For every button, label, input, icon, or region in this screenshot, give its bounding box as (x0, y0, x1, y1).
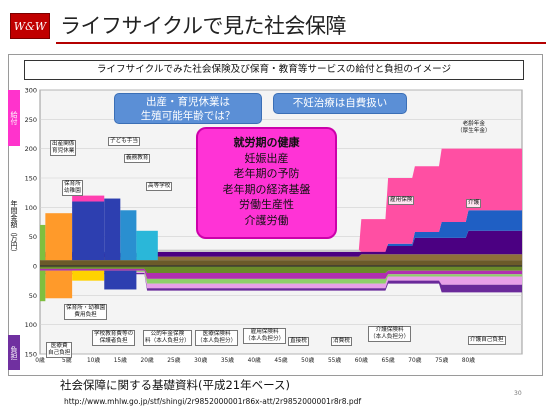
axis-unit: 年間金額（万円） (10, 200, 18, 256)
bar-high-school (120, 210, 137, 261)
slide-title: ライフサイクルで見た社会保障 (60, 14, 346, 38)
health-box-heading: 就労期の健康 (233, 136, 300, 149)
label-maternity: 出産関係 育児休業 (50, 140, 77, 156)
health-box-item: 労働生産性 (239, 198, 294, 211)
y-tick-label: 300 (25, 87, 37, 95)
y-tick-label: 100 (25, 321, 37, 329)
series-pension (40, 148, 522, 252)
x-tick-label: 45歳 (274, 356, 287, 364)
logo: W&W (10, 13, 50, 39)
y-tick-label: 50 (29, 233, 37, 241)
label-employment-insurance: 雇用保険 (388, 196, 415, 205)
bar-high-school-fee (104, 270, 137, 290)
label-high-school: 高等学校 (146, 182, 173, 191)
bar-nursery-fee (45, 270, 73, 299)
label-care: 介護 (466, 199, 482, 208)
label-care-premium: 介護保険料 （本人負担分） (368, 326, 412, 342)
label-school-fee: 学校教育費等の 保護者負担 (92, 330, 136, 346)
x-tick-label: 20歳 (141, 356, 154, 364)
series-tax-burden (40, 266, 522, 274)
bar-nursery (45, 213, 73, 261)
health-box-item: 老年期の経済基盤 (222, 182, 311, 196)
health-box-item: 妊娠出産 (244, 151, 289, 165)
label-medical-premium: 医療保険料 （本人負担分） (195, 330, 239, 346)
y-tick-label: 50 (29, 292, 37, 300)
health-box-item: 介護労働 (244, 213, 289, 227)
x-tick-label: 75歳 (435, 356, 448, 364)
health-box-item: 老年期の予防 (233, 167, 300, 180)
bar-child-allowance (72, 195, 105, 202)
health-box: 就労期の健康 妊娠出産 老年期の予防 老年期の経済基盤 労働生産性 介護労働 (196, 127, 337, 239)
label-nursery-fee: 保育所・幼稚園 費用負担 (64, 304, 108, 320)
bar-compulsory-ed (72, 201, 105, 261)
series-care (40, 210, 522, 254)
y-tick-label: 150 (25, 351, 37, 359)
series-direct-tax (40, 270, 522, 284)
x-tick-label: 10歳 (87, 356, 100, 364)
x-tick-label: 70歳 (408, 356, 421, 364)
label-direct-tax: 直接税 (288, 337, 309, 346)
bar-maternity (40, 224, 46, 261)
y-tick-label: 250 (25, 116, 37, 124)
label-old-age-pension: 老齢年金 （厚生年金） (457, 121, 491, 134)
series-pension-premium (40, 268, 522, 279)
bar-medical-copay (40, 270, 46, 302)
label-medical-copay: 医療費 自己負担 (46, 342, 73, 358)
callout-infertility: 不妊治療は自費扱い (273, 93, 407, 114)
x-tick-label: 25歳 (167, 356, 180, 364)
label-nursery: 保育所 幼稚園 (62, 180, 83, 196)
x-tick-label: 60歳 (355, 356, 368, 364)
x-tick-label: 55歳 (328, 356, 341, 364)
footer-source-url[interactable]: http://www.mhlw.go.jp/stf/shingi/2r98520… (64, 397, 362, 406)
callout-childbirth-line1: 出産・育児休業は (146, 96, 230, 108)
y-tick-label: 200 (25, 145, 37, 153)
label-care-copay: 介護自己負担 (468, 336, 506, 345)
series-employment (40, 249, 522, 254)
label-pension-premium: 公的年金保険 料（本人負担分） (143, 330, 192, 346)
label-employment-premium: 雇用保険料 （本人負担分） (243, 328, 287, 344)
series-medical-mid (40, 254, 522, 261)
label-child-allowance: 子ども手当 (108, 137, 140, 146)
callout-childbirth: 出産・育児休業は 生殖可能年齢では？ (114, 93, 262, 124)
x-tick-label: 50歳 (301, 356, 314, 364)
title-rule (56, 42, 546, 44)
x-tick-label: 80歳 (462, 356, 475, 364)
footer-source-title: 社会保障に関する基礎資料(平成21年ベース) (60, 378, 291, 392)
series-medical (40, 230, 522, 258)
chart-subtitle: ライフサイクルでみた社会保険及び保育・教育等サービスの給付と負担のイメージ (24, 60, 524, 80)
series-care-premium (40, 273, 522, 293)
bar-university (136, 230, 158, 261)
x-tick-label: 5歳 (62, 356, 72, 364)
y-tick-label: 100 (25, 204, 37, 212)
label-compulsory-education: 義務教育 (124, 154, 151, 163)
axis-burden: 負担 (8, 335, 20, 370)
x-tick-label: 15歳 (114, 356, 127, 364)
x-tick-label: 40歳 (248, 356, 261, 364)
x-tick-label: 0歳 (35, 356, 45, 364)
bar-middle-school (104, 198, 121, 261)
series-consumption-tax (40, 271, 522, 289)
x-tick-label: 65歳 (382, 356, 395, 364)
callout-childbirth-line2: 生殖可能年齢では？ (140, 110, 236, 122)
series-medical-base (40, 260, 522, 266)
x-tick-label: 35歳 (221, 356, 234, 364)
x-tick-label: 30歳 (194, 356, 207, 364)
y-tick-label: 0 (33, 263, 37, 271)
axis-benefit: 給付 (8, 90, 20, 146)
label-consumption-tax: 消費税 (331, 337, 352, 346)
page-number: 30 (514, 390, 522, 397)
bar-school-fee (72, 270, 105, 281)
y-tick-label: 150 (25, 175, 37, 183)
